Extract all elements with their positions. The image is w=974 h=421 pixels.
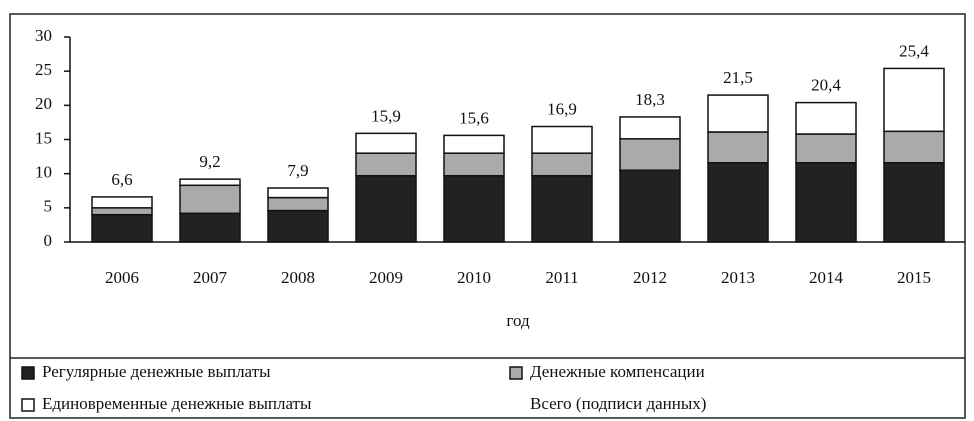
total-label: 7,9 [287,161,308,180]
total-label: 9,2 [199,152,220,171]
legend-marker [21,398,35,412]
bar-segment [707,131,769,164]
total-label: 25,4 [899,41,929,60]
bar-segment [355,132,417,154]
x-tick-label: 2014 [809,268,844,287]
bar-segment [883,130,945,164]
bar-segment [883,67,945,133]
y-tick-label: 30 [35,26,52,45]
total-label: 21,5 [723,68,753,87]
legend-marker [21,366,35,380]
y-tick-label: 15 [35,128,52,147]
bar-segment [619,169,681,243]
total-label: 15,6 [459,108,489,127]
bar-segment [531,174,593,243]
legend-label: Всего (подписи данных) [530,394,706,413]
x-tick-label: 2006 [105,268,139,287]
total-label: 6,6 [111,170,132,189]
y-tick-label: 10 [35,163,52,182]
x-tick-label: 2008 [281,268,315,287]
total-label: 15,9 [371,106,401,125]
bar-segment [443,134,505,154]
bar-segment [795,133,857,164]
bar-segment [795,101,857,135]
bar-segment [443,174,505,243]
x-tick-label: 2012 [633,268,667,287]
y-tick-label: 5 [44,197,53,216]
bar-segment [619,138,681,171]
x-tick-label: 2009 [369,268,403,287]
legend-label: Единовременные денежные выплаты [42,394,312,413]
x-tick-label: 2015 [897,268,931,287]
bar-segment [795,161,857,243]
legend-label: Денежные компенсации [530,362,705,381]
x-tick-label: 2013 [721,268,755,287]
legend-marker [509,366,523,380]
chart-frame [9,13,966,419]
bar-segment [91,196,153,209]
bar-segment [267,187,329,199]
bar-segment [179,178,241,187]
bar-segment [531,152,593,177]
bar-segment [179,212,241,243]
legend-label: Регулярные денежные выплаты [42,362,271,381]
bar-segment [179,184,241,215]
bar-segment [707,94,769,133]
x-tick-label: 2010 [457,268,491,287]
x-tick-label: 2007 [193,268,228,287]
bar-segment [91,207,153,216]
bar-segment [91,213,153,243]
bar-segment [267,209,329,243]
bar-segment [531,125,593,154]
y-tick-label: 25 [35,60,52,79]
bar-segment [883,161,945,243]
total-label: 18,3 [635,90,665,109]
y-tick-label: 20 [35,94,52,113]
total-label: 20,4 [811,76,841,95]
bar-segment [355,174,417,243]
bar-segment [267,196,329,212]
total-label: 16,9 [547,99,577,118]
bar-segment [355,152,417,177]
bar-segment [707,161,769,243]
bar-segment [443,152,505,177]
bar-segment [619,116,681,140]
x-tick-label: 2011 [545,268,578,287]
y-tick-label: 0 [44,231,53,250]
x-axis-label: год [506,311,530,330]
